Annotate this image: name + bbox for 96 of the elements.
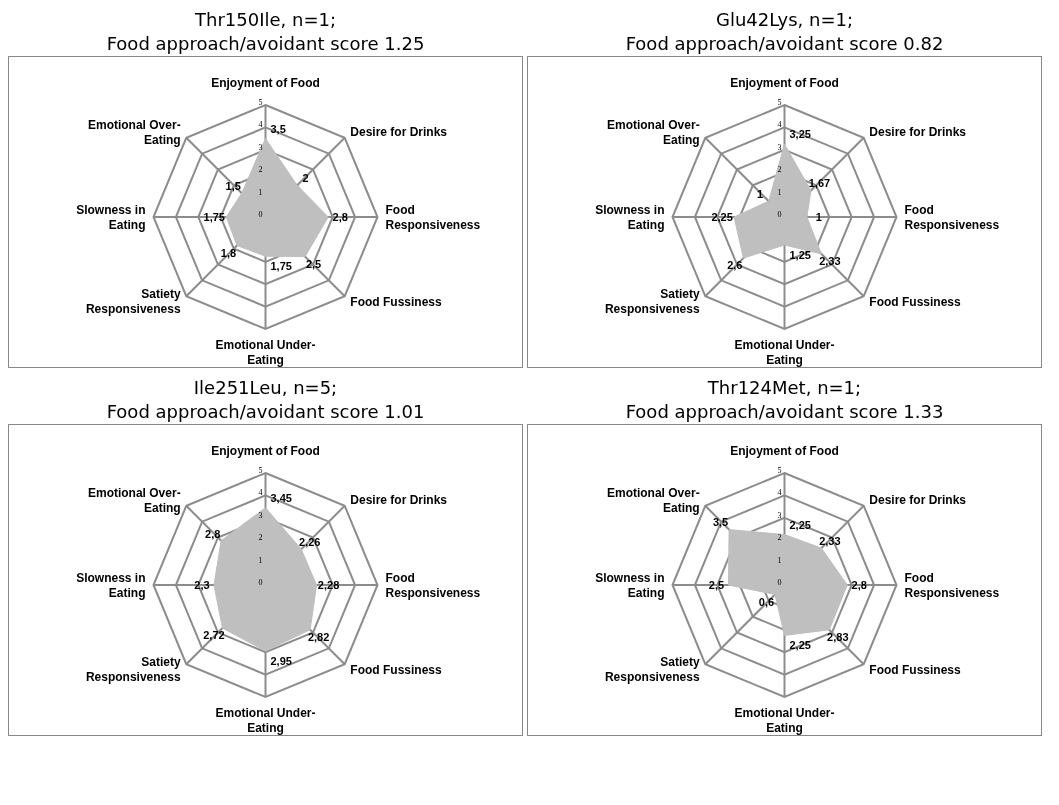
y-tick-label: 5 [258, 466, 263, 475]
spoke-label: Satiety Responsiveness [604, 287, 700, 317]
spoke-label: Food Fussiness [350, 294, 443, 309]
data-label: 2,25 [789, 518, 811, 531]
y-tick-label: 1 [258, 555, 263, 565]
chart-subtitle: Food approach/avoidant score 0.82 [624, 32, 945, 56]
y-tick-label: 4 [777, 120, 782, 130]
data-label: 2,83 [827, 630, 849, 643]
spoke-label: Food Responsiveness [904, 202, 1000, 232]
spoke-label: Slowness in Eating [76, 570, 146, 600]
data-label: 2,28 [317, 579, 340, 591]
chart-title: Thr150Ile, n=1; [194, 8, 337, 32]
data-label: 3,5 [712, 516, 729, 529]
y-tick-label: 2 [777, 165, 782, 175]
y-tick-label: 1 [777, 555, 782, 565]
y-tick-label: 0 [777, 210, 782, 219]
spoke-label: Enjoyment of Food [211, 75, 320, 90]
chart-subtitle: Food approach/avoidant score 1.33 [624, 400, 945, 424]
spoke-label: Satiety Responsiveness [85, 655, 181, 685]
spoke-label: Satiety Responsiveness [85, 287, 181, 317]
spoke-label: Slowness in Eating [595, 202, 665, 232]
data-label: 1,25 [789, 249, 811, 261]
y-tick-label: 3 [777, 142, 782, 152]
y-tick-label: 4 [258, 488, 263, 498]
data-label: 2,8 [332, 211, 348, 223]
data-label: 2,25 [711, 211, 733, 223]
y-tick-label: 5 [777, 466, 782, 475]
data-label: 3,45 [270, 491, 292, 504]
spoke-label: Enjoyment of Food [730, 75, 839, 90]
spoke-label: Desire for Drinks [869, 125, 967, 140]
data-label: 1 [815, 211, 822, 223]
data-label: 2,5 [305, 257, 322, 270]
spoke-label: Food Responsiveness [904, 570, 1000, 600]
y-tick-label: 0 [777, 578, 782, 587]
chart-subtitle: Food approach/avoidant score 1.25 [105, 32, 426, 56]
chart-title: Glu42Lys, n=1; [714, 8, 855, 32]
data-label: 2,8 [851, 579, 867, 591]
data-label: 3,25 [789, 128, 811, 141]
spoke-label: Enjoyment of Food [730, 443, 839, 458]
spoke-label: Emotional Under-Eating [215, 338, 316, 367]
data-label: 1 [757, 188, 764, 201]
y-tick-label: 4 [258, 120, 263, 130]
data-label: 1,75 [203, 211, 226, 223]
data-label: 2,8 [205, 527, 221, 540]
spoke-label: Food Responsiveness [385, 570, 481, 600]
y-tick-label: 2 [258, 165, 263, 175]
chart-subtitle: Food approach/avoidant score 1.01 [105, 400, 426, 424]
data-label: 2,72 [203, 629, 225, 642]
spoke-label: Desire for Drinks [350, 125, 448, 140]
spoke-label: Food Fussiness [869, 294, 962, 309]
spoke-label: Food Responsiveness [385, 202, 481, 232]
data-label: 2,33 [819, 535, 841, 548]
chart-title: Thr124Met, n=1; [706, 376, 863, 400]
y-tick-label: 2 [258, 533, 263, 543]
data-label: 2,82 [307, 630, 330, 643]
y-tick-label: 5 [258, 98, 263, 107]
data-label: 1,5 [225, 180, 241, 193]
y-tick-label: 3 [777, 510, 782, 520]
y-tick-label: 3 [258, 510, 263, 520]
spoke-label: Emotional Over-Eating [606, 485, 700, 515]
spoke-label: Emotional Under-Eating [215, 706, 316, 735]
spoke-label: Emotional Under-Eating [734, 338, 835, 367]
data-label: 2 [302, 172, 309, 185]
y-tick-label: 1 [258, 187, 263, 197]
y-tick-label: 3 [258, 142, 263, 152]
data-label: 2,6 [727, 259, 743, 272]
spoke-label: Food Fussiness [350, 662, 443, 677]
data-label: 3,5 [270, 122, 286, 135]
y-tick-label: 4 [777, 488, 782, 498]
y-tick-label: 0 [258, 578, 263, 587]
y-tick-label: 5 [777, 98, 782, 107]
spoke-label: Emotional Under-Eating [734, 706, 835, 735]
data-label: 2,33 [819, 254, 841, 267]
spoke-label: Emotional Over-Eating [87, 117, 181, 147]
y-tick-label: 0 [258, 210, 263, 219]
spoke-label: Enjoyment of Food [211, 443, 320, 458]
spoke-label: Emotional Over-Eating [87, 485, 181, 515]
y-tick-label: 1 [777, 187, 782, 197]
data-label: 1,67 [808, 177, 831, 190]
spoke-label: Satiety Responsiveness [604, 655, 700, 685]
data-label: 2,26 [299, 536, 321, 549]
data-label: 0,6 [758, 595, 775, 608]
data-label: 1,8 [220, 246, 237, 259]
data-label: 1,75 [270, 260, 292, 273]
data-label: 2,25 [789, 639, 811, 652]
spoke-label: Desire for Drinks [869, 493, 967, 508]
spoke-label: Desire for Drinks [350, 493, 448, 508]
spoke-label: Slowness in Eating [76, 202, 146, 232]
data-label: 2,95 [270, 655, 292, 668]
data-label: 2,3 [194, 579, 210, 591]
chart-title: Ile251Leu, n=5; [192, 376, 339, 400]
spoke-label: Emotional Over-Eating [606, 117, 700, 147]
data-label: 2,5 [708, 579, 725, 591]
spoke-label: Food Fussiness [869, 662, 962, 677]
y-tick-label: 2 [777, 533, 782, 543]
spoke-label: Slowness in Eating [595, 570, 665, 600]
